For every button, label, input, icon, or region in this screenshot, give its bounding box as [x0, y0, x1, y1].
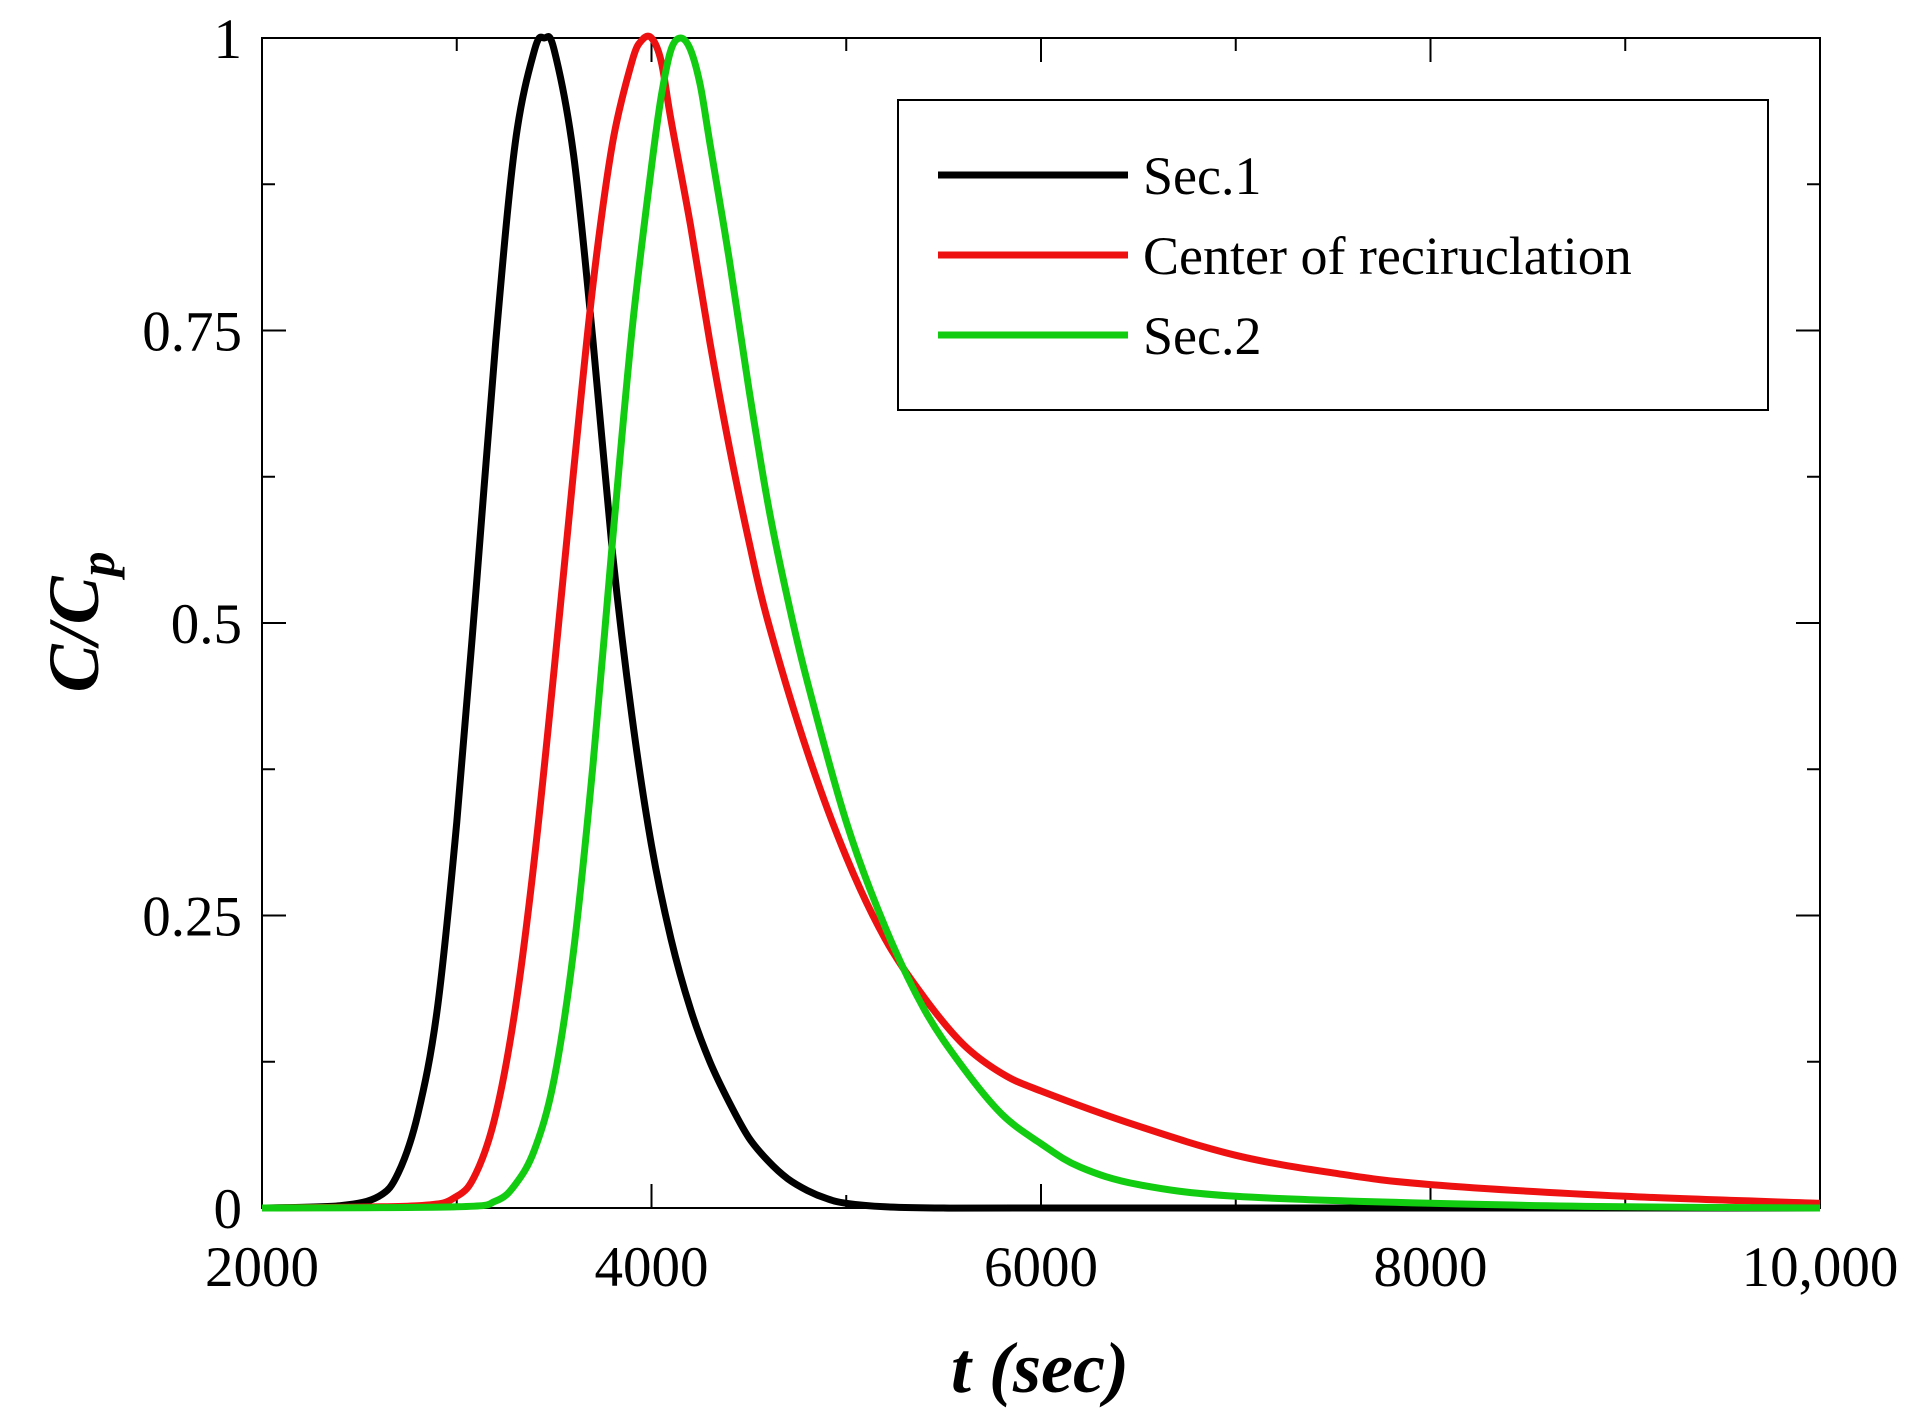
legend: Sec.1 Center of reciruclation Sec.2	[897, 99, 1769, 411]
y-tick-label: 0.25	[142, 886, 242, 949]
series-line-center-of-reciruclation	[261, 32, 1821, 1212]
x-tick-label: 6000	[984, 1236, 1098, 1299]
legend-label-sec-1: Sec.1	[1143, 146, 1261, 206]
y-axis-title-main: C/C	[34, 576, 114, 693]
y-tick-label: 0	[214, 1178, 243, 1241]
y-axis-title-subscript: p	[69, 551, 125, 580]
y-tick-label: 1	[214, 8, 243, 71]
legend-label-sec-2: Sec.2	[1143, 306, 1261, 366]
series-line-sec-2	[261, 34, 1821, 1212]
x-tick-label: 10,000	[1742, 1236, 1899, 1299]
axis-tick-labels: 2000 4000 6000 8000 10,000 0 0.25 0.5 0.75 1	[142, 8, 1898, 1299]
x-tick-label: 2000	[205, 1236, 319, 1299]
y-tick-label: 0.75	[142, 301, 242, 364]
x-tick-label: 8000	[1374, 1236, 1488, 1299]
svg-text:C/Cp: C/Cp	[34, 551, 125, 692]
legend-label-center-of-reciruclation: Center of reciruclation	[1143, 226, 1632, 286]
y-axis-title: C/Cp	[34, 551, 125, 692]
x-axis-title: t (sec)	[951, 1328, 1129, 1408]
x-tick-label: 4000	[595, 1236, 709, 1299]
series-layer	[261, 32, 1821, 1212]
y-tick-label: 0.5	[171, 593, 242, 656]
